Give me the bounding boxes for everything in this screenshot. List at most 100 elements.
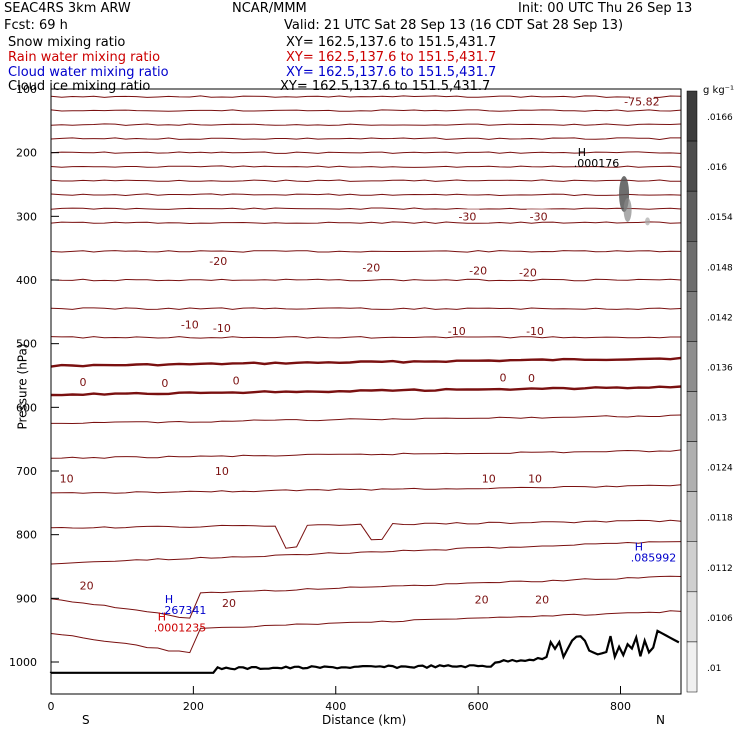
colorbar-tick-label: .01 [707, 664, 721, 674]
colorbar-segment [686, 341, 698, 392]
isotherm-line [50, 278, 682, 282]
colorbar-tick-label: .0124 [707, 464, 733, 474]
contour-label-bg [530, 592, 555, 605]
isotherm-line [50, 123, 682, 126]
y-tick-label: 300 [16, 210, 37, 223]
contour-label: -20 [469, 264, 487, 277]
colorbar-segment [686, 541, 698, 593]
contour-label-bg [444, 323, 469, 336]
field-name-cloud-ice: Cloud ice mixing ratio [8, 79, 151, 94]
isotherm-line [50, 221, 682, 225]
isotherm-line [50, 307, 682, 310]
max-marker-value: .267341 [161, 604, 207, 617]
contour-label: 20 [222, 597, 236, 610]
contour-label-bg [526, 209, 551, 222]
contour-label: 0 [80, 376, 87, 389]
contour-label-bg [491, 370, 516, 383]
contour-label-bg [54, 471, 79, 484]
y-tick-label: 500 [16, 338, 37, 351]
max-marker-label: H [578, 146, 586, 159]
contour-label-bg [206, 253, 231, 266]
field-xy-snow: XY= 162.5,137.6 to 151.5,431.7 [286, 35, 497, 50]
max-marker-label: H [635, 541, 643, 554]
contour-label: 10 [528, 473, 542, 486]
contour-label-bg [209, 464, 234, 476]
contour-label: -20 [362, 261, 380, 274]
contour-label-bg [74, 578, 99, 591]
isotherm-line [51, 414, 682, 425]
temperature-contours [50, 95, 682, 654]
contour-label: -10 [213, 322, 231, 335]
isotherm-line [50, 575, 682, 619]
colorbar-segment [686, 391, 698, 442]
max-marker-label: H [165, 593, 173, 606]
colorbar-segment [686, 441, 698, 492]
colorbar-tick-label: .0136 [707, 363, 733, 373]
contour-label-bg [152, 376, 177, 389]
contour-label-bg [466, 263, 491, 276]
colorbar-segment [686, 641, 698, 693]
x-end-left: S [82, 713, 90, 727]
contour-label-bg [523, 323, 548, 336]
colorbar-tick-label: .0106 [707, 614, 733, 624]
field-name-snow: Snow mixing ratio [8, 35, 126, 50]
contour-label-bg [455, 209, 480, 222]
field-xy-cloud-ice: XY= 162.5,137.6 to 151.5,431.7 [280, 79, 491, 94]
isotherm-line [50, 207, 682, 210]
field-name-cloud-water: Cloud water mixing ratio [8, 65, 169, 80]
contour-label: -20 [209, 255, 227, 268]
x-tick-label: 200 [183, 700, 204, 713]
colorbar-segment [686, 491, 698, 542]
contour-label-bg [359, 260, 384, 273]
contour-label: -10 [448, 325, 466, 338]
y-tick-label-top: 100 [16, 83, 37, 96]
org-label: NCAR/MMM [232, 1, 307, 16]
init-label: Init: 00 UTC Thu 26 Sep 13 [518, 1, 693, 16]
isotherm-line [50, 336, 681, 339]
isotherm-line [50, 151, 682, 154]
contour-label: 10 [482, 473, 496, 486]
contour-label: 10 [215, 465, 229, 478]
colorbar-segment [686, 190, 698, 242]
contour-label: 0 [233, 375, 240, 388]
max-marker-label: H [158, 611, 166, 624]
colorbar-segment [686, 90, 698, 142]
colorbar-tick-label: .016 [707, 163, 727, 173]
isotherm-line [50, 109, 682, 112]
colorbar-tick-label: .0118 [707, 514, 733, 524]
colorbar-tick-label: .0166 [707, 113, 733, 123]
contour-label-bg [476, 471, 501, 484]
isotherm-line [50, 449, 682, 459]
colorbar-tick-label: .013 [707, 414, 727, 424]
contour-label-bg [523, 471, 548, 484]
colorbar-segment [686, 291, 698, 342]
contour-label: -30 [458, 210, 476, 223]
contour-label: -10 [526, 325, 544, 338]
axes: 0 200 400 600 800200300400500600700800900100… [9, 83, 631, 713]
model-label: SEAC4RS 3km ARW [4, 1, 131, 16]
contour-label-bg [515, 265, 540, 278]
contour-label-bg [209, 320, 234, 333]
colorbar-segment [686, 140, 698, 192]
isotherm-line [50, 385, 682, 397]
isotherm-line [50, 484, 682, 494]
x-axis-title: Distance (km) [322, 713, 407, 727]
x-tick-label: 600 [468, 700, 489, 713]
contour-label-bg [519, 371, 544, 384]
x-end-right: N [656, 713, 665, 727]
contour-label-bg [629, 94, 654, 107]
max-marker-value: .000176 [574, 157, 620, 170]
y-tick-label: 600 [16, 401, 37, 414]
contour-label-bg [216, 595, 241, 608]
contour-label: -30 [530, 210, 548, 223]
isotherm-line [50, 95, 682, 98]
isotherm-line [50, 179, 682, 183]
field-xy-cloud-water: XY= 162.5,137.6 to 151.5,431.7 [286, 65, 497, 80]
contour-label-bg [469, 592, 494, 605]
terrain-line [49, 629, 680, 674]
contour-labels: -75.82 -30 -30 -20 -20 -20 -20 -10 -10 -10 -10 0 0 0 0… [54, 94, 660, 610]
colorbar-segment [686, 591, 698, 643]
contour-label: 20 [475, 594, 489, 607]
contour-label: 20 [535, 594, 549, 607]
